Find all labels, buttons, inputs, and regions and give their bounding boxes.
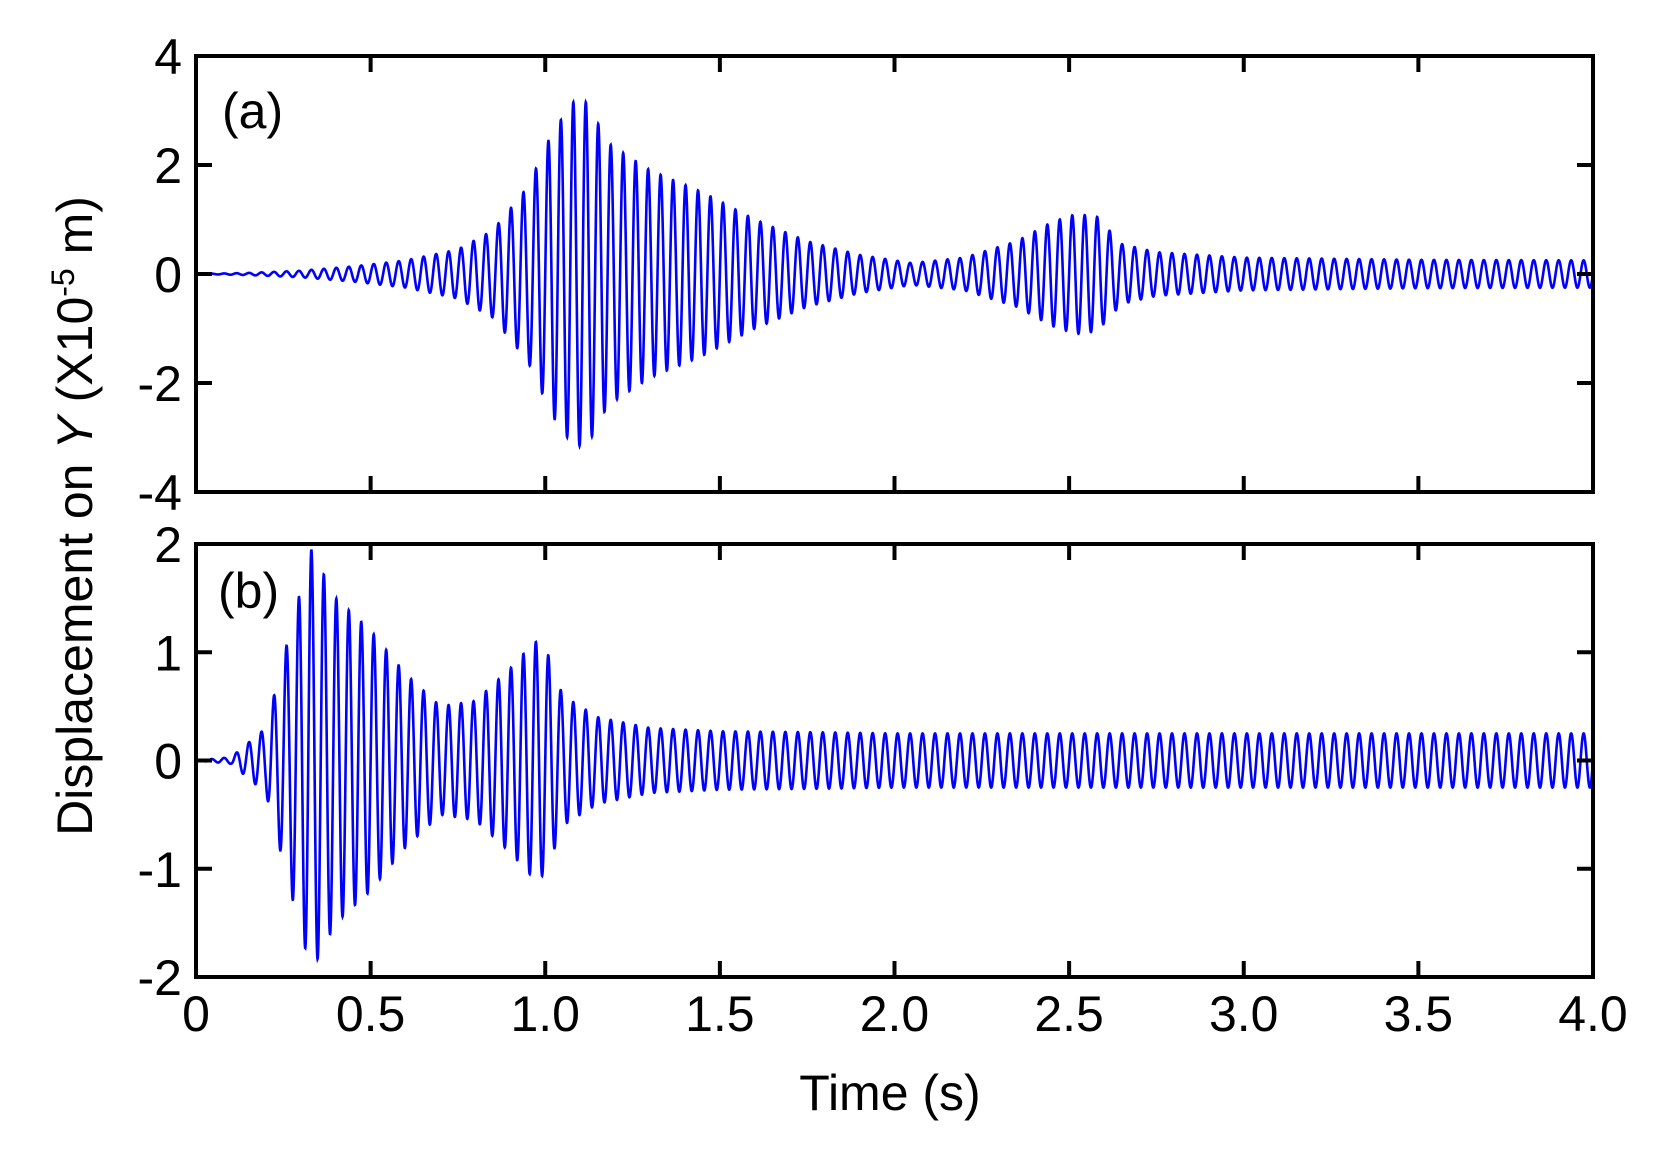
panel-b-x-axis: 0 0.5 1.0 1.5 2.0 2.5 3.0 3.5 4.0 [182, 544, 1628, 1042]
x-tick-label: 2.5 [1034, 986, 1104, 1042]
x-tick-label: 4.0 [1558, 986, 1628, 1042]
x-tick-label: 1.5 [685, 986, 755, 1042]
panel-a-label: (a) [222, 83, 283, 139]
y-tick-label: 0 [154, 247, 182, 303]
x-axis-title: Time (s) [799, 1065, 980, 1121]
panel-a-y-axis: -4 -2 0 2 4 [138, 29, 1593, 521]
y-tick-label: 1 [154, 625, 182, 681]
x-tick-label: 3.5 [1384, 986, 1454, 1042]
panel-b-y-axis: -2 -1 0 1 2 [138, 517, 1593, 1006]
y-axis-title: Displacement on Y (X10-5 m) [45, 196, 103, 836]
y-tick-label: -1 [138, 842, 182, 898]
series-line-a [196, 98, 1595, 451]
y-tick-label: 4 [154, 29, 182, 85]
series-a-waveform [196, 98, 1595, 451]
y-tick-label: -4 [138, 465, 182, 521]
y-tick-label: 2 [154, 138, 182, 194]
x-tick-label: 3.0 [1209, 986, 1279, 1042]
x-tick-label: 0 [182, 986, 210, 1042]
panel-b: -2 -1 0 1 2 0 0.5 1.0 1.5 2.0 2.5 3.0 3.5 4.0 (b) [138, 517, 1628, 1042]
y-tick-label: 0 [154, 734, 182, 790]
y-tick-label: -2 [138, 356, 182, 412]
x-tick-label: 2.0 [860, 986, 930, 1042]
y-tick-label: -2 [138, 950, 182, 1006]
series-line-b [196, 549, 1595, 964]
panel-b-label: (b) [218, 563, 279, 619]
x-tick-label: 1.0 [510, 986, 580, 1042]
panel-a-x-axis [194, 56, 1595, 492]
y-tick-label: 2 [154, 517, 182, 573]
x-tick-label: 0.5 [336, 986, 406, 1042]
series-b-waveform [196, 549, 1595, 964]
panel-a: -4 -2 0 2 4 (a) [138, 29, 1595, 521]
